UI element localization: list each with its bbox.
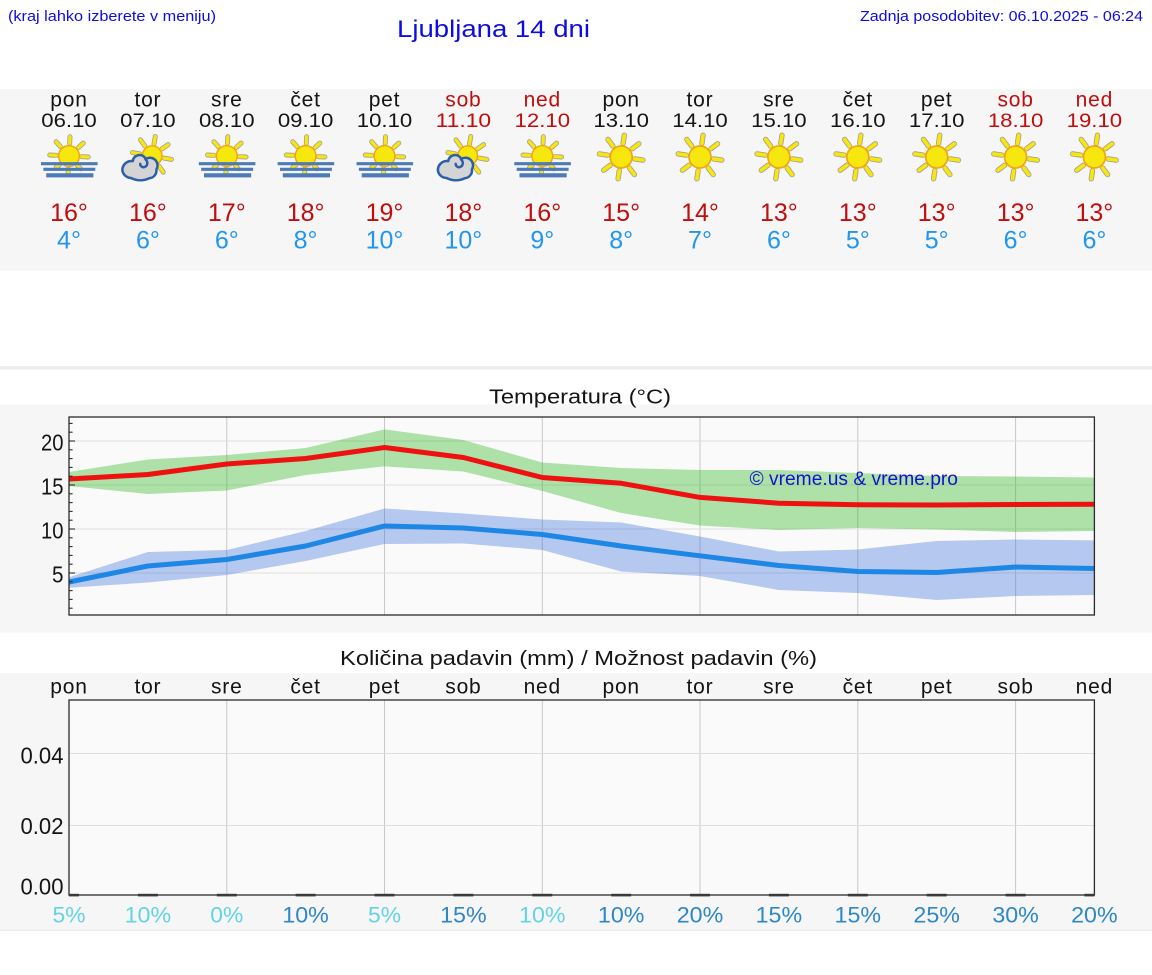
svg-text:13°: 13°: [839, 199, 877, 227]
svg-text:pet: pet: [369, 88, 401, 111]
svg-text:8°: 8°: [294, 227, 318, 255]
svg-text:20: 20: [41, 429, 64, 455]
svg-text:6°: 6°: [215, 227, 239, 255]
svg-text:10%: 10%: [125, 903, 172, 928]
svg-text:15°: 15°: [602, 199, 640, 227]
svg-text:0.04: 0.04: [21, 743, 64, 769]
svg-text:09.10: 09.10: [278, 111, 334, 132]
svg-text:18°: 18°: [444, 199, 482, 227]
svg-text:tor: tor: [134, 675, 161, 698]
svg-text:16°: 16°: [50, 199, 88, 227]
svg-text:čet: čet: [290, 675, 320, 698]
svg-text:25%: 25%: [913, 903, 960, 928]
svg-text:Ljubljana 14 dni: Ljubljana 14 dni: [397, 16, 590, 43]
svg-text:19°: 19°: [366, 199, 404, 227]
svg-text:15: 15: [41, 473, 64, 499]
svg-text:12.10: 12.10: [515, 111, 571, 132]
svg-text:ned: ned: [524, 675, 561, 698]
svg-text:08.10: 08.10: [199, 111, 255, 132]
svg-text:10: 10: [41, 517, 64, 543]
svg-text:10%: 10%: [519, 903, 566, 928]
svg-text:10°: 10°: [366, 227, 404, 255]
svg-text:tor: tor: [687, 675, 714, 698]
svg-text:Količina padavin (mm) / Možnos: Količina padavin (mm) / Možnost padavin …: [340, 648, 817, 670]
svg-text:07.10: 07.10: [120, 111, 176, 132]
svg-text:pon: pon: [602, 88, 639, 111]
svg-text:ned: ned: [1076, 88, 1113, 111]
svg-text:ned: ned: [1076, 675, 1113, 698]
svg-text:6°: 6°: [1004, 227, 1028, 255]
svg-text:11.10: 11.10: [436, 111, 492, 132]
svg-text:16°: 16°: [129, 199, 167, 227]
svg-text:6°: 6°: [767, 227, 791, 255]
svg-text:6°: 6°: [1082, 227, 1106, 255]
svg-text:5: 5: [52, 561, 64, 587]
svg-text:pon: pon: [50, 675, 87, 698]
svg-text:0.02: 0.02: [21, 813, 64, 839]
svg-text:13°: 13°: [918, 199, 956, 227]
svg-text:sre: sre: [211, 675, 243, 698]
svg-text:sob: sob: [997, 675, 1033, 698]
svg-text:19.10: 19.10: [1067, 111, 1123, 132]
svg-text:16.10: 16.10: [830, 111, 886, 132]
svg-text:sob: sob: [445, 88, 481, 111]
svg-text:9°: 9°: [530, 227, 554, 255]
svg-text:15%: 15%: [756, 903, 803, 928]
svg-text:sre: sre: [211, 88, 243, 111]
svg-text:7°: 7°: [688, 227, 712, 255]
svg-text:pon: pon: [50, 88, 87, 111]
svg-text:5°: 5°: [846, 227, 870, 255]
svg-text:10°: 10°: [444, 227, 482, 255]
svg-text:06.10: 06.10: [41, 111, 97, 132]
svg-text:sob: sob: [997, 88, 1033, 111]
svg-text:tor: tor: [134, 88, 161, 111]
svg-text:16°: 16°: [523, 199, 561, 227]
svg-text:13.10: 13.10: [593, 111, 649, 132]
svg-text:pet: pet: [921, 88, 953, 111]
svg-text:13°: 13°: [1075, 199, 1113, 227]
svg-text:17°: 17°: [208, 199, 246, 227]
svg-text:sob: sob: [445, 675, 481, 698]
svg-text:ned: ned: [524, 88, 561, 111]
svg-text:5°: 5°: [925, 227, 949, 255]
svg-text:13°: 13°: [760, 199, 798, 227]
svg-text:0%: 0%: [210, 903, 243, 928]
svg-text:10%: 10%: [598, 903, 645, 928]
svg-text:pon: pon: [602, 675, 639, 698]
svg-text:Zadnja posodobitev: 06.10.2025: Zadnja posodobitev: 06.10.2025 - 06:24: [860, 9, 1143, 25]
svg-text:8°: 8°: [609, 227, 633, 255]
svg-text:(kraj lahko izberete v meniju): (kraj lahko izberete v meniju): [8, 9, 216, 25]
svg-text:sre: sre: [763, 675, 795, 698]
svg-text:15.10: 15.10: [751, 111, 807, 132]
svg-text:17.10: 17.10: [909, 111, 965, 132]
svg-text:sre: sre: [763, 88, 795, 111]
svg-text:5%: 5%: [368, 903, 401, 928]
svg-text:18.10: 18.10: [988, 111, 1044, 132]
svg-text:pet: pet: [921, 675, 953, 698]
svg-text:čet: čet: [843, 88, 873, 111]
svg-text:5%: 5%: [53, 903, 86, 928]
svg-text:čet: čet: [843, 675, 873, 698]
svg-text:13°: 13°: [997, 199, 1035, 227]
svg-text:© vreme.us & vreme.pro: © vreme.us & vreme.pro: [750, 468, 959, 490]
svg-text:30%: 30%: [992, 903, 1039, 928]
svg-text:20%: 20%: [677, 903, 724, 928]
svg-text:čet: čet: [290, 88, 320, 111]
svg-text:0.00: 0.00: [21, 874, 64, 900]
svg-text:tor: tor: [687, 88, 714, 111]
svg-text:14.10: 14.10: [672, 111, 728, 132]
svg-text:pet: pet: [369, 675, 401, 698]
svg-text:4°: 4°: [57, 227, 81, 255]
svg-text:10%: 10%: [282, 903, 329, 928]
svg-text:Temperatura (°C): Temperatura (°C): [489, 387, 671, 409]
svg-text:15%: 15%: [440, 903, 487, 928]
svg-text:15%: 15%: [835, 903, 882, 928]
svg-text:6°: 6°: [136, 227, 160, 255]
svg-text:20%: 20%: [1071, 903, 1118, 928]
svg-text:18°: 18°: [287, 199, 325, 227]
svg-text:14°: 14°: [681, 199, 719, 227]
svg-text:10.10: 10.10: [357, 111, 413, 132]
